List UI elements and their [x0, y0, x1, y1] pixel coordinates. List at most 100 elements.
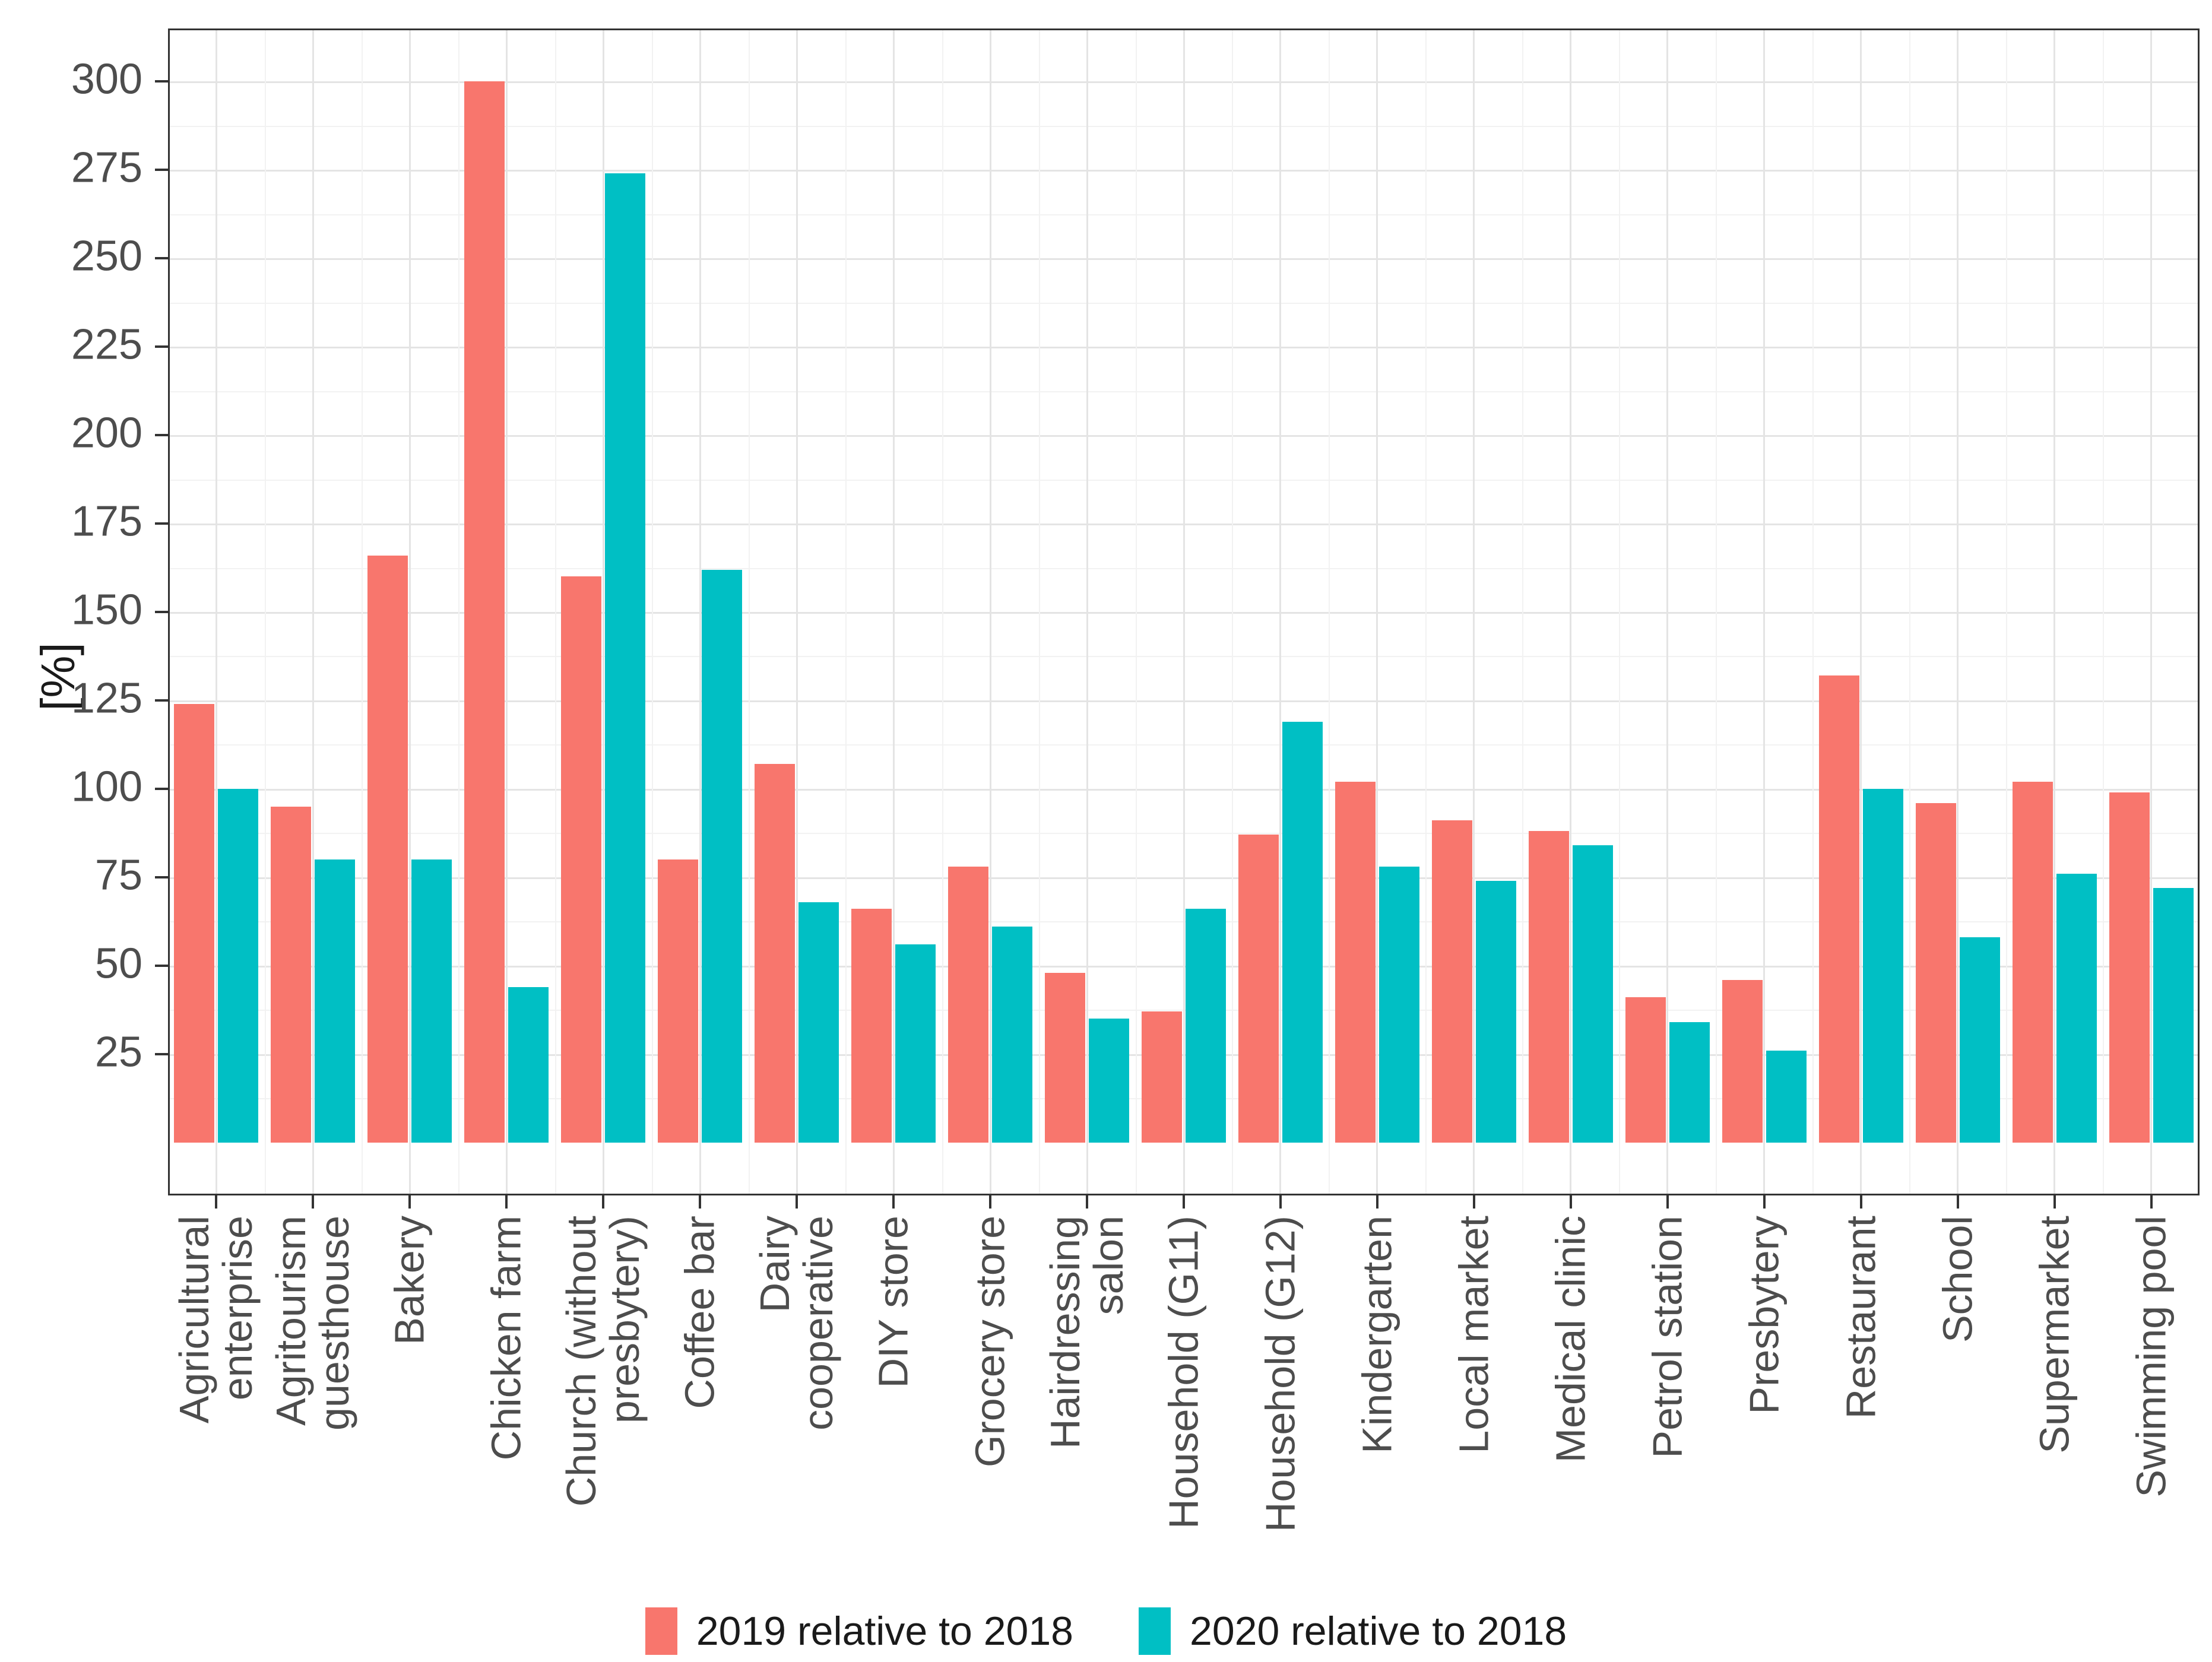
x-tick-mark-school	[1956, 1195, 1959, 1209]
y-tick-label-25: 25	[94, 1028, 142, 1076]
y-tick-label-175: 175	[71, 497, 142, 545]
bar-2019-dairy-cooperative	[755, 764, 796, 1143]
bar-2019-agritourism-guesthouse	[271, 806, 312, 1143]
bar-2020-restaurant	[1862, 788, 1903, 1143]
gridline-v-major-4	[602, 28, 604, 1195]
x-category-label-church-without-presbytery: Church (without presbytery)	[558, 1216, 648, 1507]
bar-2020-household-g11	[1186, 909, 1226, 1143]
gridline-v-minor-15	[1619, 28, 1621, 1195]
x-category-label-petrol-station: Petrol station	[1644, 1216, 1691, 1458]
gridline-v-major-0	[215, 28, 217, 1195]
gridline-v-minor-8	[942, 28, 943, 1195]
legend-key-swatch-2020	[1139, 1607, 1171, 1655]
gridline-v-minor-19	[2006, 28, 2008, 1195]
gridline-v-minor-13	[1425, 28, 1427, 1195]
bar-2019-coffee-bar	[658, 859, 699, 1143]
x-category-label-chicken-farm: Chicken farm	[483, 1216, 530, 1461]
gridline-v-major-13	[1473, 28, 1475, 1195]
gridline-v-major-15	[1666, 28, 1669, 1195]
gridline-v-major-18	[1957, 28, 1959, 1195]
y-tick-mark-25	[155, 1052, 168, 1055]
gridline-v-minor-4	[554, 28, 556, 1195]
x-category-label-school: School	[1934, 1216, 1981, 1343]
bar-2019-bakery	[367, 555, 408, 1143]
x-category-label-presbytery: Presbytery	[1741, 1216, 1788, 1414]
bar-2019-household-g11	[1142, 1011, 1182, 1143]
x-tick-mark-medical-clinic	[1569, 1195, 1572, 1209]
plot-panel	[168, 28, 2200, 1195]
x-tick-mark-local-market	[1472, 1195, 1475, 1209]
gridline-v-minor-5	[651, 28, 653, 1195]
x-tick-mark-church-without-presbytery	[602, 1195, 605, 1209]
x-category-label-local-market: Local market	[1450, 1216, 1497, 1454]
x-category-label-diy-store: DIY store	[870, 1216, 917, 1388]
gridline-v-major-6	[796, 28, 798, 1195]
gridline-v-major-16	[1763, 28, 1766, 1195]
bar-2019-agricultural-enterprise	[174, 703, 215, 1143]
gridline-v-major-1	[312, 28, 314, 1195]
gridline-v-major-8	[989, 28, 991, 1195]
y-tick-mark-125	[155, 699, 168, 702]
legend-key-swatch-2019	[645, 1607, 677, 1655]
x-tick-mark-agritourism-guesthouse	[312, 1195, 315, 1209]
gridline-v-major-5	[699, 28, 701, 1195]
bar-2020-grocery-store	[992, 927, 1033, 1143]
bar-2020-coffee-bar	[702, 569, 743, 1143]
y-tick-mark-175	[155, 522, 168, 525]
gridline-v-minor-12	[1329, 28, 1330, 1195]
x-category-label-medical-clinic: Medical clinic	[1547, 1216, 1594, 1463]
gridline-v-major-17	[1860, 28, 1862, 1195]
gridline-v-major-20	[2150, 28, 2153, 1195]
y-tick-label-200: 200	[71, 409, 142, 457]
gridline-v-major-19	[2053, 28, 2056, 1195]
gridline-v-minor-14	[1522, 28, 1524, 1195]
y-tick-mark-75	[155, 876, 168, 878]
x-tick-mark-supermarket	[2053, 1195, 2056, 1209]
bar-2020-household-g12	[1282, 721, 1323, 1143]
x-tick-mark-swimming-pool	[2150, 1195, 2153, 1209]
x-tick-mark-coffee-bar	[699, 1195, 702, 1209]
bar-2020-church-without-presbytery	[605, 173, 646, 1143]
bar-2020-swimming-pool	[2153, 887, 2194, 1143]
x-tick-mark-presbytery	[1763, 1195, 1766, 1209]
gridline-v-minor-17	[1812, 28, 1814, 1195]
x-category-label-kindergarten: Kindergarten	[1354, 1216, 1400, 1454]
x-category-label-agricultural-enterprise: Agricultural enterprise	[171, 1216, 261, 1424]
bar-2019-grocery-store	[948, 866, 989, 1143]
x-category-label-coffee-bar: Coffee bar	[676, 1216, 723, 1409]
x-tick-mark-chicken-farm	[505, 1195, 508, 1209]
x-category-label-agritourism-guesthouse: Agritourism guesthouse	[268, 1216, 358, 1431]
legend-item-2019-relative-to-2018: 2019 relative to 2018	[645, 1607, 1073, 1655]
gridline-v-minor-11	[1232, 28, 1234, 1195]
bar-2020-diy-store	[895, 944, 936, 1143]
bar-2020-presbytery	[1766, 1050, 1807, 1143]
bar-2020-kindergarten	[1378, 866, 1419, 1143]
y-tick-mark-275	[155, 169, 168, 172]
bar-2020-school	[1959, 937, 2000, 1143]
bar-2020-dairy-cooperative	[798, 902, 839, 1143]
gridline-v-minor-18	[1909, 28, 1911, 1195]
x-tick-mark-household-g11	[1183, 1195, 1185, 1209]
bar-2019-household-g12	[1238, 835, 1279, 1143]
x-tick-mark-household-g12	[1279, 1195, 1282, 1209]
bar-2020-petrol-station	[1669, 1022, 1710, 1143]
gridline-v-major-14	[1570, 28, 1572, 1195]
x-category-label-bakery: Bakery	[386, 1216, 433, 1345]
bar-2019-diy-store	[851, 909, 892, 1143]
bar-2020-chicken-farm	[508, 987, 549, 1143]
gridline-v-major-2	[408, 28, 411, 1195]
x-tick-mark-petrol-station	[1666, 1195, 1669, 1209]
y-tick-label-125: 125	[71, 674, 142, 722]
gridline-v-minor-1	[264, 28, 266, 1195]
y-tick-label-250: 250	[71, 232, 142, 280]
gridline-v-major-9	[1086, 28, 1088, 1195]
legend-label: 2019 relative to 2018	[696, 1609, 1073, 1654]
x-category-label-household-g12: Household (G12)	[1257, 1216, 1304, 1533]
x-tick-mark-dairy-cooperative	[796, 1195, 798, 1209]
bar-2020-hairdressing-salon	[1089, 1019, 1130, 1143]
y-tick-label-150: 150	[71, 586, 142, 634]
bar-2019-local-market	[1431, 820, 1472, 1143]
y-tick-label-50: 50	[94, 940, 142, 988]
x-category-label-grocery-store: Grocery store	[966, 1216, 1013, 1467]
